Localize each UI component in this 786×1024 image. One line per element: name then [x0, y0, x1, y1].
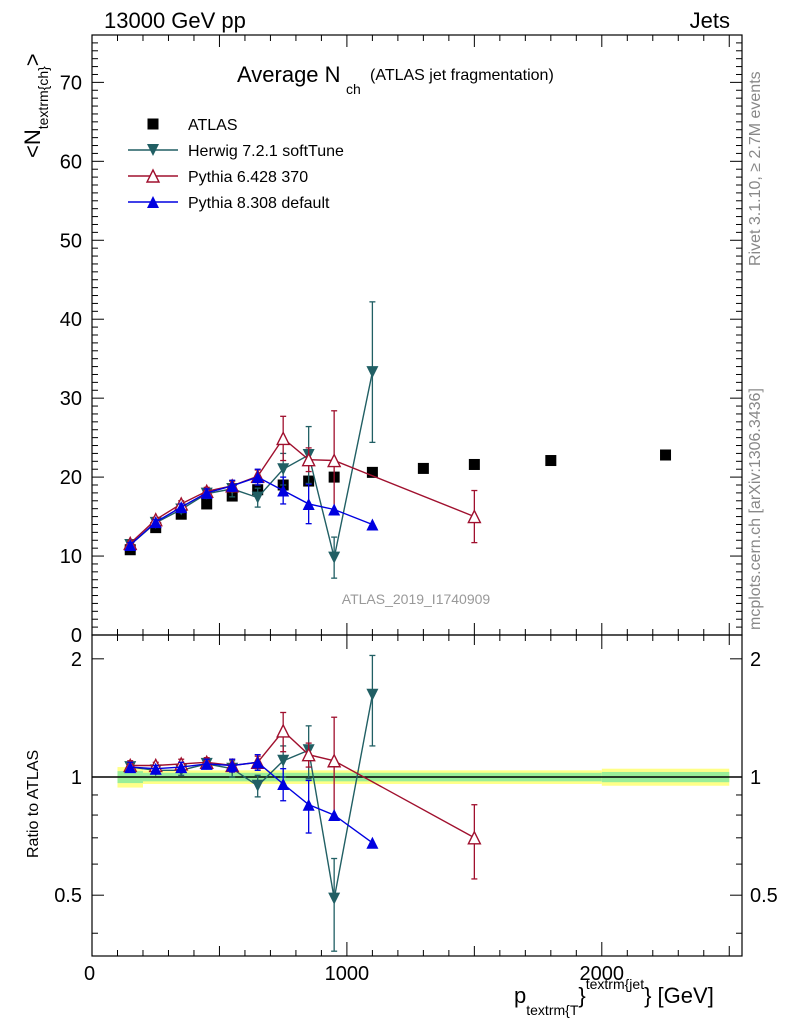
ratio-point-pythia-8-308-default: [328, 809, 341, 822]
main-point-atlas: [660, 449, 672, 461]
ratio-series-herwig-7-2-1-softtune: [124, 654, 379, 952]
ratio-line-herwig-7-2-1-softtune: [130, 694, 374, 899]
ratio-y-tick-label-right: 2: [750, 649, 761, 671]
ratio-point-herwig-7-2-1-softtune: [366, 688, 379, 701]
header-left-label: 13000 GeV pp: [104, 8, 246, 33]
y-tick-label: 50: [60, 230, 82, 252]
main-line-pythia-6-428-370: [129, 437, 475, 544]
main-point-pythia-8-308-default: [277, 484, 290, 497]
x-tick-label: 1000: [325, 963, 370, 985]
y-tick-label: 60: [60, 151, 82, 173]
y-tick-label: 10: [60, 546, 82, 568]
main-point-atlas: [545, 455, 557, 467]
ratio-plot-panel: 0.5 0.5 1 1 2 2 0 1000 2000 Ratio to ATLAS ptextrm…: [25, 634, 778, 1018]
main-series-pythia-6-428-370: [123, 410, 482, 551]
ratio-y-tick-label-left: 0.5: [54, 885, 82, 907]
analysis-watermark: ATLAS_2019_I1740909: [342, 591, 491, 607]
legend-label-herwig-7-2-1-softtune: Herwig 7.2.1 softTune: [188, 143, 344, 160]
main-point-pythia-8-308-default: [200, 486, 213, 499]
x-tick-label: 2000: [580, 963, 625, 985]
main-point-pythia-8-308-default: [328, 503, 341, 516]
plot-title: Average N: [237, 62, 341, 87]
ratio-line-pythia-6-428-370: [130, 729, 475, 839]
main-point-pythia-6-428-370: [467, 509, 482, 524]
legend-marker-pythia-8-308-default: [147, 196, 159, 208]
y-tick-label: 40: [60, 309, 82, 331]
ratio-point-herwig-7-2-1-softtune: [251, 779, 264, 792]
main-point-pythia-8-308-default: [149, 516, 162, 529]
y-tick-label: 30: [60, 388, 82, 410]
main-point-pythia-8-308-default: [302, 497, 315, 510]
y-tick-label: 70: [60, 72, 82, 94]
ratio-y-axis-label: Ratio to ATLAS: [25, 750, 42, 858]
ratio-point-pythia-8-308-default: [366, 836, 379, 849]
ratio-point-pythia-8-308-default: [251, 756, 264, 769]
ratio-y-tick-label-left: 2: [71, 649, 82, 671]
legend-marker-pythia-6-428-370: [145, 168, 161, 183]
legend-marker-atlas: [147, 118, 159, 130]
x-tick-label: 0: [84, 963, 95, 985]
main-plot-panel: 0 10 20 30 40 50 60 70 Average N ch (ATLAS jet fra…: [20, 34, 743, 647]
mcplots-reference-label: mcplots.cern.ch [arXiv:1306.3436]: [747, 388, 764, 630]
ratio-point-herwig-7-2-1-softtune: [328, 892, 341, 905]
main-point-pythia-6-428-370: [276, 430, 291, 446]
ratio-point-pythia-8-308-default: [200, 757, 213, 770]
legend-label-pythia-8-308-default: Pythia 8.308 default: [188, 195, 330, 212]
legend-label-pythia-6-428-370: Pythia 6.428 370: [188, 169, 308, 186]
ratio-line-pythia-8-308-default: [130, 761, 373, 844]
legend-label-atlas: ATLAS: [188, 117, 238, 134]
ratio-point-pythia-8-308-default: [277, 777, 290, 790]
ratio-point-pythia-8-308-default: [175, 761, 188, 774]
header-right-label: Jets: [689, 8, 730, 33]
main-point-atlas: [201, 498, 213, 510]
main-point-pythia-8-308-default: [251, 471, 264, 484]
legend-marker-herwig-7-2-1-softtune: [147, 144, 159, 156]
main-point-pythia-6-428-370: [327, 452, 342, 468]
ratio-point-pythia-6-428-370: [276, 723, 291, 738]
plot-title-note: (ATLAS jet fragmentation): [370, 67, 554, 84]
ratio-plot-frame: [91, 634, 743, 957]
ratio-point-pythia-6-428-370: [301, 747, 316, 762]
legend: ATLAS Herwig 7.2.1 softTune Pythia 6.428 3…: [128, 117, 344, 212]
main-series-pythia-8-308-default: [124, 468, 379, 551]
main-series-herwig-7-2-1-softtune: [124, 301, 379, 579]
ratio-point-pythia-8-308-default: [226, 759, 239, 772]
ratio-point-herwig-7-2-1-softtune: [277, 754, 290, 767]
main-line-pythia-8-308-default: [129, 476, 373, 546]
main-point-herwig-7-2-1-softtune: [328, 551, 341, 564]
ratio-y-tick-label-left: 1: [71, 767, 82, 789]
main-point-herwig-7-2-1-softtune: [366, 366, 379, 379]
ratio-point-pythia-8-308-default: [124, 761, 137, 774]
ratio-point-pythia-8-308-default: [149, 762, 162, 775]
plot-title-subscript: ch: [346, 81, 361, 97]
main-point-pythia-8-308-default: [366, 518, 379, 531]
main-point-herwig-7-2-1-softtune: [277, 463, 290, 476]
main-point-pythia-8-308-default: [124, 539, 137, 551]
main-point-pythia-8-308-default: [175, 501, 188, 514]
rivet-version-label: Rivet 3.1.10, ≥ 2.7M events: [747, 71, 764, 266]
ratio-y-tick-label-right: 1: [750, 767, 761, 789]
main-point-atlas: [468, 458, 480, 470]
main-point-pythia-6-428-370: [301, 452, 316, 467]
main-series-atlas: [124, 449, 672, 556]
main-point-atlas: [417, 462, 429, 474]
y-axis-label: <Ntextrm{ch}>: [20, 53, 51, 158]
ratio-point-pythia-6-428-370: [467, 830, 482, 845]
y-tick-label: 0: [71, 625, 82, 647]
main-point-atlas: [366, 466, 378, 478]
ratio-series-pythia-8-308-default: [124, 754, 379, 849]
main-point-herwig-7-2-1-softtune: [251, 491, 264, 504]
y-tick-label: 20: [60, 467, 82, 489]
main-point-pythia-8-308-default: [226, 479, 239, 492]
ratio-point-pythia-8-308-default: [302, 798, 315, 811]
ratio-series-pythia-6-428-370: [123, 711, 482, 880]
ratio-point-pythia-6-428-370: [327, 753, 342, 768]
ratio-y-tick-label-right: 0.5: [750, 885, 778, 907]
x-axis-label: ptextrm{T}textrm{jet} [GeV]: [514, 976, 714, 1018]
